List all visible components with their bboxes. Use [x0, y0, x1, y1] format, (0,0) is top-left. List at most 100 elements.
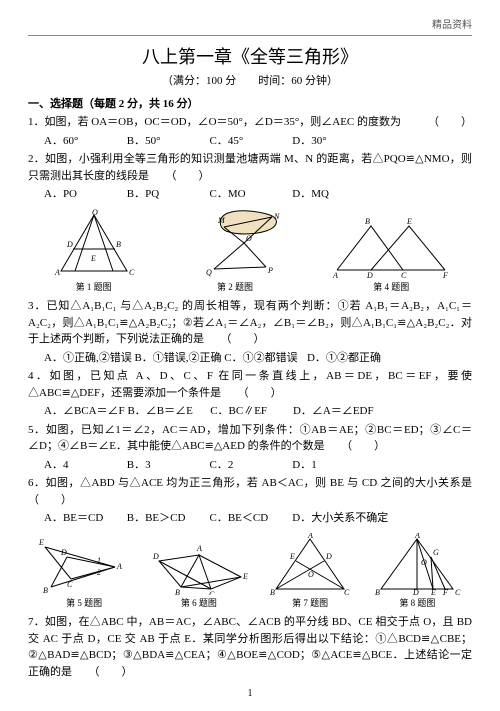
- svg-text:D: D: [412, 588, 419, 595]
- q2-opt-b: B．PQ: [127, 186, 207, 203]
- q5-opt-a: A．4: [44, 457, 124, 474]
- svg-text:O: O: [421, 558, 427, 567]
- figure-6-svg: D A E B C: [149, 533, 249, 595]
- svg-text:B: B: [175, 588, 180, 595]
- svg-text:A: A: [196, 544, 202, 553]
- svg-text:E: E: [90, 254, 96, 263]
- figure-1: O D B E A C 第 1 题图: [49, 209, 139, 295]
- section-heading: 一、选择题（每题 2 分，共 16 分）: [28, 96, 472, 113]
- svg-text:M: M: [217, 216, 226, 225]
- svg-text:O: O: [246, 234, 252, 243]
- figure-5-caption: 第 5 题图: [37, 597, 132, 611]
- svg-text:C: C: [401, 271, 407, 279]
- page-subtitle: （满分：100 分 时间：60 分钟）: [28, 73, 472, 90]
- figure-2: M N O Q P 第 2 题图: [180, 209, 290, 295]
- svg-text:C: C: [209, 590, 215, 595]
- svg-text:B: B: [116, 240, 121, 249]
- svg-text:P: P: [267, 266, 273, 275]
- question-2: 2．如图，小强利用全等三角形的知识测量池塘两端 M、N 的距离，若△PQO≌△N…: [28, 151, 472, 184]
- figure-4: A D C F B E 第 4 题图: [331, 214, 451, 295]
- figure-1-svg: O D B E A C: [49, 209, 139, 279]
- svg-text:A: A: [116, 562, 122, 571]
- q2-opt-a: A．PO: [44, 186, 124, 203]
- figure-6: D A E B C 第 6 题图: [149, 533, 249, 611]
- figure-7-caption: 第 7 题图: [266, 597, 354, 611]
- figure-8: A B C D E F G O 第 8 题图: [371, 533, 463, 611]
- svg-text:1: 1: [97, 556, 101, 565]
- q5-opt-d: D．1: [292, 457, 372, 474]
- question-6: 6．如图，△ABD 与△ACE 均为正三角形，若 AB＜AC，则 BE 与 CD…: [28, 475, 472, 508]
- figure-2-caption: 第 2 题图: [180, 281, 290, 295]
- svg-text:B: B: [270, 588, 275, 595]
- svg-text:D: D: [60, 548, 67, 557]
- question-1-text: 1．如图，若 OA＝OB，OC＝OD，∠O＝50°，∠D＝35°，则∠AEC 的…: [28, 116, 401, 128]
- page-number: 1: [28, 686, 472, 701]
- svg-text:2: 2: [97, 568, 101, 577]
- figure-5-svg: A E B D C 1 2: [37, 533, 132, 595]
- svg-text:D: D: [152, 552, 159, 561]
- svg-text:E: E: [406, 217, 412, 226]
- q4-opt-d: D．∠A＝∠EDF: [293, 403, 374, 420]
- svg-text:E: E: [242, 572, 248, 581]
- figure-8-caption: 第 8 题图: [371, 597, 463, 611]
- svg-text:D: D: [66, 240, 73, 249]
- question-3: 3．已知△A₁B₁C₁ 与△A₂B₂C₂ 的周长相等，现有两个判断：①若 A₁B…: [28, 298, 472, 348]
- svg-text:Q: Q: [206, 268, 212, 277]
- q2-opt-d: D．MQ: [292, 186, 372, 203]
- svg-text:C: C: [455, 588, 461, 595]
- q1-opt-b: B．50°: [127, 133, 207, 150]
- svg-text:N: N: [273, 212, 280, 221]
- figure-row-2: A E B D C 1 2 第 5 题图: [28, 533, 472, 611]
- q4-opt-b: B．∠B＝∠E: [127, 403, 207, 420]
- q3-opt-d: D．①②都正确: [307, 350, 387, 367]
- figure-5: A E B D C 1 2 第 5 题图: [37, 533, 132, 611]
- question-4-options: A．∠BCA＝∠F B．∠B＝∠E C．BC∥EF D．∠A＝∠EDF: [44, 403, 472, 420]
- figure-6-caption: 第 6 题图: [149, 597, 249, 611]
- question-1-blank: （ ）: [428, 114, 472, 131]
- svg-text:D: D: [366, 271, 373, 279]
- svg-text:C: C: [129, 268, 135, 277]
- question-5-options: A．4 B．3 C．2 D．1: [44, 457, 472, 474]
- figure-1-caption: 第 1 题图: [49, 281, 139, 295]
- svg-text:O: O: [308, 570, 314, 579]
- svg-text:D: D: [325, 552, 332, 561]
- q3-opt-b: B．①错误,②正确: [134, 350, 221, 367]
- question-5: 5．如图，已知∠1＝∠2，AC＝AD，增加下列条件：①AB＝AE；②BC＝ED；…: [28, 422, 472, 455]
- svg-text:F: F: [442, 588, 448, 595]
- question-1: 1．如图，若 OA＝OB，OC＝OD，∠O＝50°，∠D＝35°，则∠AEC 的…: [28, 114, 472, 131]
- q1-opt-a: A．60°: [44, 133, 124, 150]
- question-1-options: A．60° B．50° C．45° D．30°: [44, 133, 472, 150]
- svg-text:G: G: [433, 548, 439, 557]
- question-4: 4．如图，已知点 A、D、C、F 在同一条直线上，AB＝DE，BC＝EF，要使△…: [28, 368, 472, 401]
- page-title: 八上第一章《全等三角形》: [28, 44, 472, 71]
- q4-opt-a: A．∠BCA＝∠F: [44, 403, 125, 420]
- figure-2-svg: M N O Q P: [180, 209, 290, 279]
- q6-opt-b: B．BE＞CD: [127, 510, 207, 527]
- q6-opt-c: C．BE＜CD: [210, 510, 290, 527]
- q1-opt-c: C．45°: [210, 133, 290, 150]
- svg-text:A: A: [54, 268, 60, 277]
- svg-text:O: O: [92, 209, 98, 217]
- q5-opt-c: C．2: [210, 457, 290, 474]
- figure-row-1: O D B E A C 第 1 题图: [28, 209, 472, 295]
- figure-4-svg: A D C F B E: [331, 214, 451, 279]
- svg-text:B: B: [365, 217, 370, 226]
- figure-4-caption: 第 4 题图: [331, 281, 451, 295]
- question-2-options: A．PO B．PQ C．MO D．MQ: [44, 186, 472, 203]
- svg-text:C: C: [67, 580, 73, 589]
- q3-opt-a: A．①正确,②错误: [44, 350, 132, 367]
- svg-text:A: A: [307, 533, 313, 540]
- q6-opt-a: A．BE＝CD: [44, 510, 124, 527]
- question-6-options: A．BE＝CD B．BE＞CD C．BE＜CD D．大小关系不确定: [44, 510, 472, 527]
- svg-text:C: C: [344, 588, 350, 595]
- q5-opt-b: B．3: [127, 457, 207, 474]
- q2-opt-c: C．MO: [210, 186, 290, 203]
- figure-7: A E D O B C 第 7 题图: [266, 533, 354, 611]
- svg-text:E: E: [38, 538, 44, 547]
- question-7: 7．如图，在△ABC 中，AB＝AC，∠ABC、∠ACB 的平分线 BD、CE …: [28, 614, 472, 680]
- exam-page: 精品资料 八上第一章《全等三角形》 （满分：100 分 时间：60 分钟） 一、…: [0, 0, 500, 711]
- svg-text:F: F: [442, 271, 448, 279]
- svg-text:B: B: [375, 588, 380, 595]
- svg-text:B: B: [43, 586, 48, 595]
- question-3-options: A．①正确,②错误 B．①错误,②正确 C．①②都错误 D．①②都正确: [44, 350, 472, 367]
